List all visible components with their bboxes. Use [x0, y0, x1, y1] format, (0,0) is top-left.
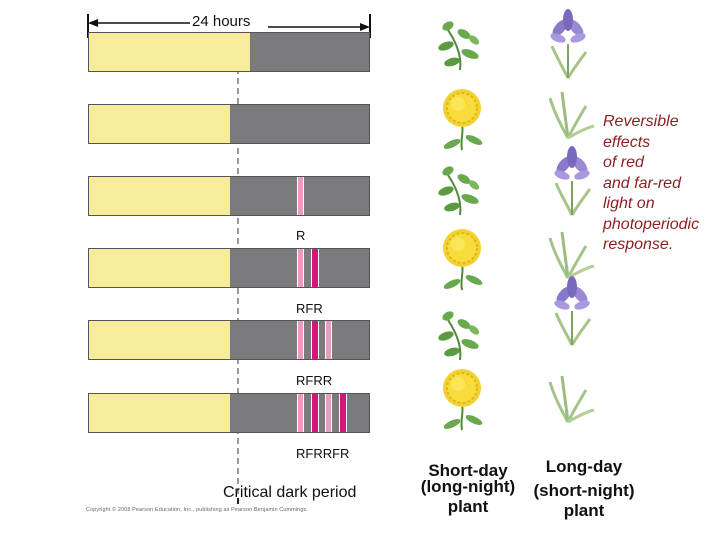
light-period	[89, 394, 231, 432]
caption: Reversible effects of red and far-red li…	[603, 112, 718, 256]
critical-dark-period-label: Critical dark period	[223, 484, 357, 501]
far-red-flash	[325, 394, 332, 432]
long-day-line3: plant	[563, 501, 605, 520]
caption-line: of red	[603, 154, 644, 171]
sequence-label: RFRRFR	[296, 446, 350, 461]
short-day-plant-flowering	[441, 368, 485, 432]
long-day-line1: Long-day	[545, 457, 623, 476]
long-day-plant-vegetative	[548, 230, 596, 280]
red-flash	[339, 394, 347, 432]
long-day-plant-flowering	[551, 274, 593, 347]
caption-line: and far-red	[603, 174, 681, 192]
copyright-notice: Copyright © 2008 Pearson Education, Inc.…	[86, 507, 308, 513]
red-flash	[311, 394, 319, 432]
far-red-flash	[297, 394, 304, 432]
long-day-plant-flowering	[547, 7, 589, 80]
photoperiod-bar	[88, 320, 370, 360]
long-day-plant-vegetative	[548, 90, 596, 140]
long-day-plant-vegetative	[548, 374, 596, 424]
caption-line: light on	[603, 195, 655, 212]
light-period	[89, 33, 251, 71]
short-day-plant-flowering	[441, 88, 485, 152]
light-period	[89, 249, 231, 287]
short-day-label: Short-day (long-night) plant	[408, 457, 528, 517]
light-period	[89, 321, 231, 359]
red-flash	[311, 321, 319, 359]
sequence-label: RFRR	[296, 373, 333, 388]
left-arrowhead	[88, 19, 98, 27]
short-day-line3: plant	[447, 497, 489, 516]
photoperiod-bar	[88, 104, 370, 144]
short-day-line2: (long-night)	[420, 477, 516, 496]
caption-line: photoperiodic	[603, 215, 700, 233]
far-red-flash	[297, 249, 304, 287]
hours-label: 24 hours	[192, 13, 251, 30]
sequence-label: R	[296, 228, 306, 243]
caption-line: response.	[603, 236, 674, 253]
right-arrowhead	[360, 23, 370, 31]
red-flash	[311, 249, 319, 287]
short-day-plant-flowering	[441, 228, 485, 292]
long-day-label: Long-day (short-night) plant	[524, 457, 644, 520]
long-day-line2: (short-night)	[533, 481, 635, 500]
photoperiod-bar	[88, 393, 370, 433]
short-day-line1: Short-day	[428, 461, 508, 480]
far-red-flash	[325, 321, 332, 359]
short-day-plant-vegetative	[436, 163, 482, 216]
photoperiod-bar	[88, 176, 370, 216]
far-red-flash	[297, 321, 304, 359]
caption-line: effects	[603, 133, 651, 151]
photoperiod-bar	[88, 248, 370, 288]
light-period	[89, 105, 231, 143]
far-red-flash	[297, 177, 304, 215]
caption-line: Reversible	[603, 113, 679, 130]
light-period	[89, 177, 231, 215]
short-day-plant-vegetative	[436, 308, 482, 361]
long-day-plant-flowering	[551, 144, 593, 217]
short-day-plant-vegetative	[436, 18, 482, 71]
photoperiod-bar	[88, 32, 370, 72]
sequence-label: RFR	[296, 301, 323, 316]
